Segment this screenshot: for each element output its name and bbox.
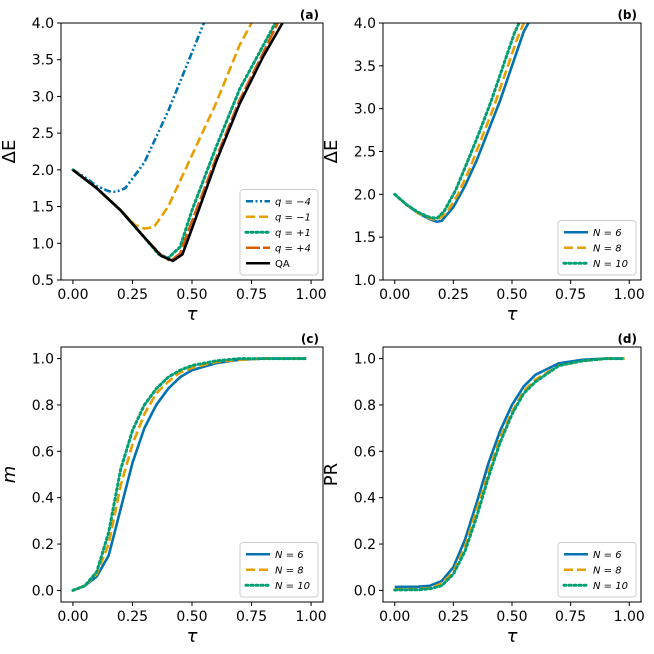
legend-label: q = −1 bbox=[275, 212, 311, 223]
x-axis-label: τ bbox=[507, 626, 518, 647]
series-group bbox=[71, 357, 308, 592]
series-line-1 bbox=[394, 357, 625, 589]
x-tick-label: 0.00 bbox=[57, 287, 88, 303]
x-tick-label: 0.00 bbox=[57, 609, 88, 625]
y-tick-label: 0.6 bbox=[32, 444, 54, 460]
x-tick-label: 1.00 bbox=[296, 609, 327, 625]
series-line-1 bbox=[72, 23, 206, 194]
y-tick-label: 0.0 bbox=[32, 583, 54, 599]
y-tick-label: 2.5 bbox=[32, 126, 54, 142]
series-line-5 bbox=[72, 23, 284, 263]
panel-tag: (d) bbox=[617, 332, 637, 346]
y-tick-label: 1.0 bbox=[32, 236, 54, 252]
y-tick-label: 3.5 bbox=[32, 53, 54, 69]
y-tick-label: 0.0 bbox=[354, 583, 376, 599]
legend-box bbox=[557, 542, 637, 598]
legend-box bbox=[239, 542, 319, 598]
legend-box bbox=[239, 189, 319, 276]
legend-label: q = −4 bbox=[275, 197, 311, 208]
y-tick-label: 0.8 bbox=[354, 398, 376, 414]
panel-2: 0.00 0.25 0.50 0.75 1.00 1.0 1.5 2.0 2.5 3.0 3.5 4.… bbox=[321, 8, 645, 325]
y-axis-label: PR bbox=[321, 463, 342, 486]
legend-label: q = +1 bbox=[275, 228, 311, 239]
y-tick-label: 4.0 bbox=[354, 16, 376, 32]
y-tick-label: 2.5 bbox=[354, 145, 376, 161]
legend-label: N = 10 bbox=[275, 581, 310, 592]
x-tick-label: 0.75 bbox=[555, 287, 586, 303]
series-line-3 bbox=[393, 357, 627, 592]
y-tick-label: 1.0 bbox=[354, 352, 376, 368]
x-tick-label: 0.50 bbox=[176, 287, 207, 303]
legend-label: N = 8 bbox=[593, 565, 622, 576]
legend-label: N = 8 bbox=[275, 565, 304, 576]
legend-label: N = 6 bbox=[593, 228, 622, 239]
y-axis-label: ΔE bbox=[321, 140, 342, 164]
x-tick-label: 0.25 bbox=[438, 287, 469, 303]
y-tick-label: 0.6 bbox=[354, 444, 376, 460]
y-tick-label: 1.0 bbox=[32, 352, 54, 368]
legend-label: N = 6 bbox=[275, 550, 304, 561]
panel-1: 0.00 0.25 0.50 0.75 1.00 0.5 1.0 1.5 2.0 2.5 3.0 3.… bbox=[0, 8, 327, 325]
panel-tag: (a) bbox=[300, 8, 319, 22]
legend-label: N = 6 bbox=[593, 550, 622, 561]
legend-label: QA bbox=[275, 259, 290, 270]
y-tick-label: 3.5 bbox=[354, 59, 376, 75]
y-axis-label: m bbox=[0, 466, 20, 484]
x-tick-label: 0.00 bbox=[379, 287, 410, 303]
legend-label: N = 8 bbox=[593, 243, 622, 254]
legend: N = 6 N = 8 N = 10 bbox=[239, 542, 319, 598]
legend-box bbox=[557, 220, 637, 276]
x-axis-label: τ bbox=[507, 304, 518, 325]
x-tick-label: 0.75 bbox=[236, 287, 267, 303]
x-tick-label: 0.50 bbox=[496, 287, 527, 303]
y-tick-label: 0.4 bbox=[32, 491, 54, 507]
panel-4: 0.00 0.25 0.50 0.75 1.00 0.0 0.2 0.4 0.6 0.8 1.0 τ P… bbox=[321, 332, 645, 647]
series-line-3 bbox=[393, 23, 521, 220]
y-tick-label: 1.0 bbox=[354, 273, 376, 289]
legend: N = 6 N = 8 N = 10 bbox=[557, 542, 637, 598]
series-group bbox=[393, 357, 627, 592]
x-tick-label: 0.50 bbox=[496, 609, 527, 625]
series-line-2 bbox=[393, 23, 525, 222]
y-tick-label: 3.0 bbox=[354, 102, 376, 118]
x-tick-label: 0.25 bbox=[117, 609, 148, 625]
y-tick-label: 1.5 bbox=[354, 230, 376, 246]
legend: N = 6 N = 8 N = 10 bbox=[557, 220, 637, 276]
y-tick-label: 1.5 bbox=[32, 200, 54, 216]
x-tick-label: 1.00 bbox=[614, 287, 645, 303]
x-tick-label: 0.25 bbox=[117, 287, 148, 303]
x-tick-label: 0.25 bbox=[438, 609, 469, 625]
x-tick-label: 0.00 bbox=[379, 609, 410, 625]
y-tick-label: 2.0 bbox=[354, 187, 376, 203]
x-axis-label: τ bbox=[187, 304, 198, 325]
legend-label: q = +4 bbox=[275, 243, 311, 254]
y-tick-label: 0.5 bbox=[32, 273, 54, 289]
x-tick-label: 0.75 bbox=[555, 609, 586, 625]
y-tick-label: 0.2 bbox=[354, 537, 376, 553]
series-line-3 bbox=[71, 357, 308, 592]
panel-tag: (c) bbox=[301, 332, 319, 346]
legend-label: N = 10 bbox=[593, 581, 628, 592]
y-tick-label: 0.4 bbox=[354, 491, 376, 507]
x-tick-label: 0.50 bbox=[176, 609, 207, 625]
x-tick-label: 0.75 bbox=[236, 609, 267, 625]
legend: q = −4 q = −1 q = +1 q = +4 QA bbox=[239, 189, 319, 276]
x-tick-label: 1.00 bbox=[614, 609, 645, 625]
y-tick-label: 0.2 bbox=[32, 537, 54, 553]
y-tick-label: 3.0 bbox=[32, 89, 54, 105]
series-group bbox=[393, 23, 530, 224]
y-tick-label: 0.8 bbox=[32, 398, 54, 414]
panel-3: 0.00 0.25 0.50 0.75 1.00 0.0 0.2 0.4 0.6 0.8 1.0 τ m… bbox=[0, 332, 327, 647]
series-line-2 bbox=[72, 23, 253, 230]
y-axis-label: ΔE bbox=[0, 140, 20, 164]
x-axis-label: τ bbox=[187, 626, 198, 647]
x-tick-label: 1.00 bbox=[296, 287, 327, 303]
y-tick-label: 4.0 bbox=[32, 16, 54, 32]
legend-label: N = 10 bbox=[593, 259, 628, 270]
series-group bbox=[71, 23, 284, 263]
panel-tag: (b) bbox=[617, 8, 637, 22]
y-tick-label: 2.0 bbox=[32, 163, 54, 179]
